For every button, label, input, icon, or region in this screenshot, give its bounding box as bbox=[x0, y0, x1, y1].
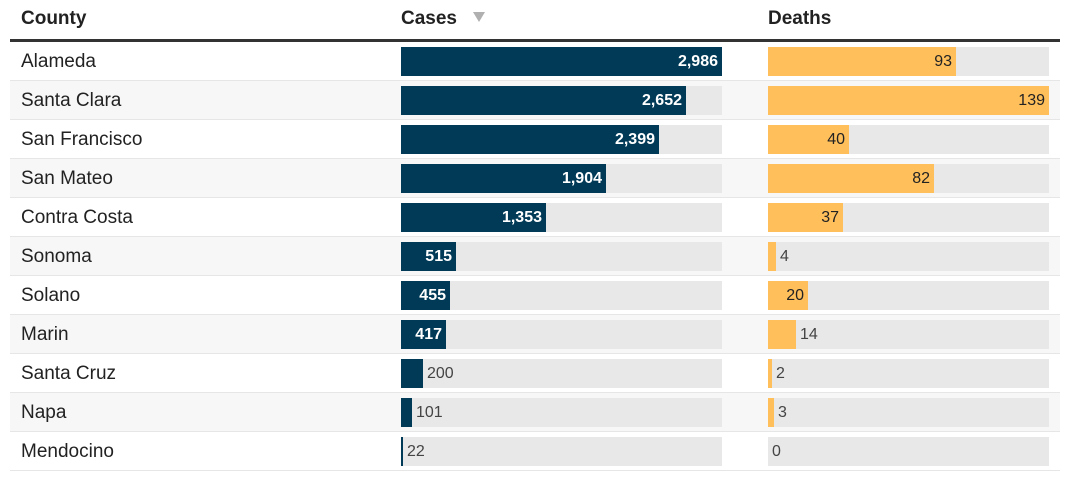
county-name: San Mateo bbox=[21, 168, 113, 189]
deaths-bar bbox=[768, 359, 772, 388]
cases-bar-track: 200 bbox=[401, 359, 722, 388]
cases-bar bbox=[401, 203, 546, 232]
table-row: Contra Costa 1,353 37 bbox=[10, 198, 1060, 237]
deaths-bar bbox=[768, 398, 774, 427]
cases-value-label: 1,904 bbox=[561, 170, 602, 187]
cases-bar-track: 2,986 bbox=[401, 47, 722, 76]
cases-bar-track: 417 bbox=[401, 320, 722, 349]
cases-bar bbox=[401, 281, 450, 310]
cases-bar-track: 455 bbox=[401, 281, 722, 310]
deaths-bar-track: 14 bbox=[768, 320, 1049, 349]
deaths-value-label: 2 bbox=[776, 365, 785, 382]
cases-bar bbox=[401, 398, 412, 427]
deaths-bar bbox=[768, 164, 934, 193]
table-row: Marin 417 14 bbox=[10, 315, 1060, 354]
deaths-value-label: 37 bbox=[821, 209, 839, 226]
cases-bar bbox=[401, 242, 456, 271]
cases-value-label: 200 bbox=[427, 365, 454, 382]
cases-value-label: 2,652 bbox=[641, 92, 682, 109]
deaths-bar bbox=[768, 320, 796, 349]
table-row: Santa Cruz 200 2 bbox=[10, 354, 1060, 393]
deaths-value-label: 20 bbox=[786, 287, 804, 304]
deaths-bar-track: 2 bbox=[768, 359, 1049, 388]
deaths-bar bbox=[768, 242, 776, 271]
county-name: Contra Costa bbox=[21, 207, 133, 228]
deaths-bar-track: 4 bbox=[768, 242, 1049, 271]
table-row: San Mateo 1,904 82 bbox=[10, 159, 1060, 198]
cases-column-header[interactable]: Cases bbox=[401, 8, 485, 30]
deaths-bar-track: 139 bbox=[768, 86, 1049, 115]
deaths-value-label: 14 bbox=[800, 326, 818, 343]
deaths-value-label: 139 bbox=[1018, 92, 1045, 109]
cases-value-label: 22 bbox=[407, 443, 425, 460]
table-row: Napa 101 3 bbox=[10, 393, 1060, 432]
table-row: Solano 455 20 bbox=[10, 276, 1060, 315]
cases-bar bbox=[401, 86, 686, 115]
deaths-bar bbox=[768, 125, 849, 154]
county-name: San Francisco bbox=[21, 129, 143, 150]
cases-value-label: 417 bbox=[415, 326, 442, 343]
cases-value-label: 1,353 bbox=[501, 209, 542, 226]
deaths-value-label: 0 bbox=[772, 443, 781, 460]
deaths-bar bbox=[768, 86, 1049, 115]
cases-bar-track: 1,904 bbox=[401, 164, 722, 193]
county-name: Solano bbox=[21, 285, 81, 306]
deaths-bar bbox=[768, 281, 808, 310]
deaths-bar-track: 37 bbox=[768, 203, 1049, 232]
deaths-value-label: 82 bbox=[912, 170, 930, 187]
county-name: Mendocino bbox=[21, 441, 114, 462]
deaths-value-label: 3 bbox=[778, 404, 787, 421]
deaths-bar-track: 93 bbox=[768, 47, 1049, 76]
cases-value-label: 101 bbox=[416, 404, 443, 421]
cases-value-label: 515 bbox=[425, 248, 452, 265]
deaths-value-label: 40 bbox=[827, 131, 845, 148]
cases-column-label: Cases bbox=[401, 8, 457, 29]
cases-value-label: 2,986 bbox=[677, 53, 718, 70]
deaths-bar-track: 20 bbox=[768, 281, 1049, 310]
table-row: San Francisco 2,399 40 bbox=[10, 120, 1060, 159]
deaths-value-label: 4 bbox=[780, 248, 789, 265]
county-name: Marin bbox=[21, 324, 69, 345]
deaths-bar bbox=[768, 203, 843, 232]
cases-bar-track: 22 bbox=[401, 437, 722, 466]
deaths-bar-track: 3 bbox=[768, 398, 1049, 427]
cases-bar bbox=[401, 47, 722, 76]
cases-value-label: 2,399 bbox=[614, 131, 655, 148]
cases-bar bbox=[401, 164, 606, 193]
table-row: Alameda 2,986 93 bbox=[10, 42, 1060, 81]
table-row: Mendocino 22 0 bbox=[10, 432, 1060, 471]
table-row: Santa Clara 2,652 139 bbox=[10, 81, 1060, 120]
cases-bar bbox=[401, 125, 659, 154]
county-column-header[interactable]: County bbox=[21, 8, 87, 29]
county-name: Napa bbox=[21, 402, 67, 423]
deaths-bar-track: 0 bbox=[768, 437, 1049, 466]
cases-bar-track: 101 bbox=[401, 398, 722, 427]
deaths-value-label: 93 bbox=[934, 53, 952, 70]
table-header: County Cases Deaths bbox=[10, 0, 1060, 42]
county-name: Alameda bbox=[21, 51, 96, 72]
county-name: Sonoma bbox=[21, 246, 92, 267]
cases-bar-track: 1,353 bbox=[401, 203, 722, 232]
deaths-bar bbox=[768, 47, 956, 76]
cases-bar-track: 2,652 bbox=[401, 86, 722, 115]
cases-value-label: 455 bbox=[419, 287, 446, 304]
deaths-bar-track: 40 bbox=[768, 125, 1049, 154]
cases-bar bbox=[401, 437, 403, 466]
county-table: County Cases Deaths Alameda 2,986 93 Santa … bbox=[10, 0, 1060, 471]
cases-bar-track: 2,399 bbox=[401, 125, 722, 154]
deaths-column-header[interactable]: Deaths bbox=[768, 8, 832, 29]
cases-bar-track: 515 bbox=[401, 242, 722, 271]
sort-descending-icon[interactable] bbox=[473, 11, 485, 22]
cases-bar bbox=[401, 320, 446, 349]
county-name: Santa Clara bbox=[21, 90, 122, 111]
cases-bar bbox=[401, 359, 423, 388]
deaths-bar-track: 82 bbox=[768, 164, 1049, 193]
county-name: Santa Cruz bbox=[21, 363, 117, 384]
table-row: Sonoma 515 4 bbox=[10, 237, 1060, 276]
